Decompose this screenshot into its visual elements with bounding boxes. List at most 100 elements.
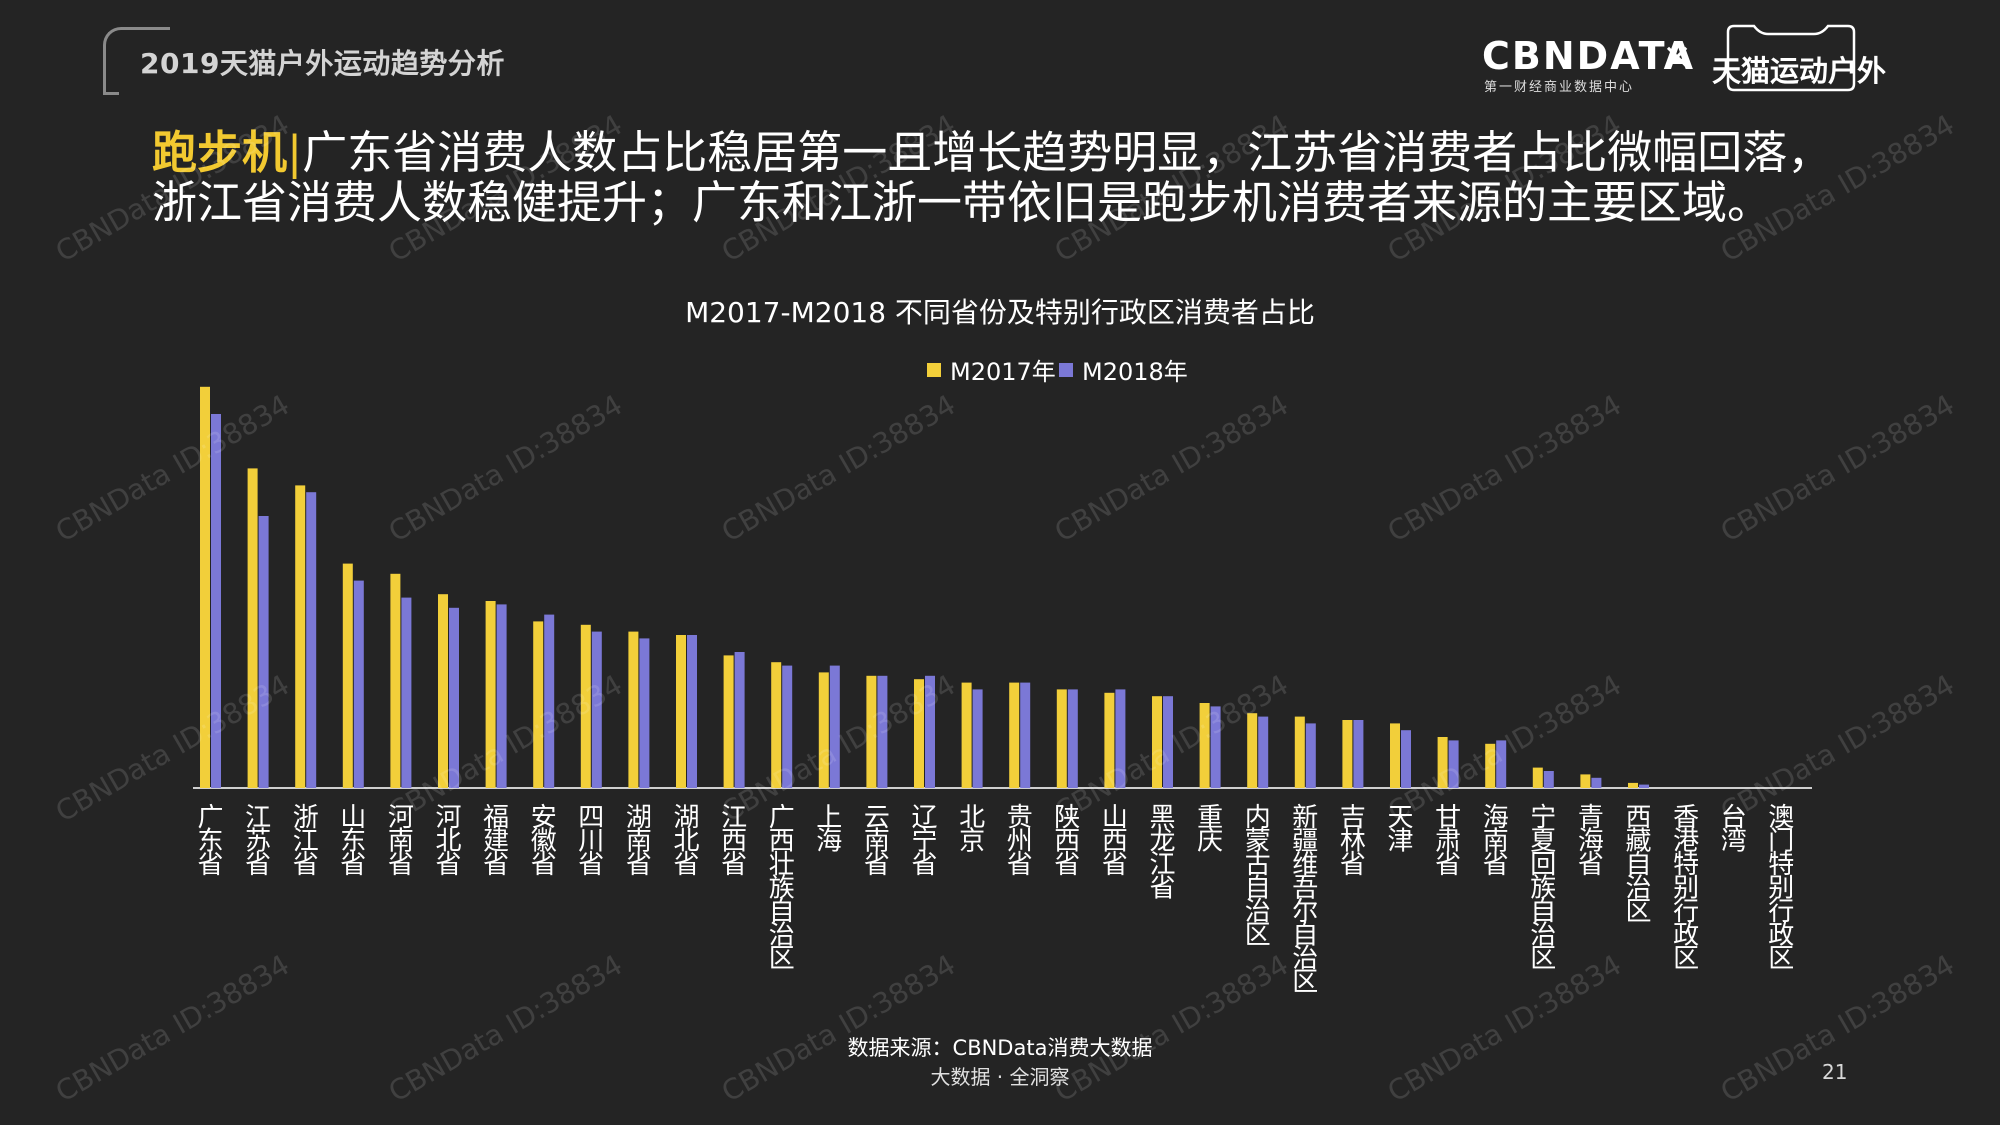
bar-2018	[306, 492, 317, 788]
x-tick-labels: 广东省江苏省浙江省山东省河南省河北省福建省安徽省四川省湖南省湖北省江西省广西壮族…	[197, 803, 1794, 998]
x-tick-label: 江苏省	[245, 803, 271, 880]
times-icon: ×	[1662, 36, 1693, 77]
bar-2018	[1448, 740, 1459, 788]
chart-legend: M2017年 M2018年	[927, 358, 1188, 386]
x-tick-label: 重庆	[1197, 803, 1223, 857]
bar-2018	[1543, 771, 1554, 788]
bar-2018	[734, 652, 745, 788]
x-tick-label: 青海省	[1578, 803, 1604, 880]
x-tick-label: 辽宁省	[911, 803, 937, 880]
x-tick-label: 台湾	[1721, 803, 1747, 857]
report-title: 2019天猫户外运动趋势分析	[140, 47, 505, 80]
bar-2018	[1258, 716, 1269, 788]
bar-2018	[972, 689, 983, 788]
x-tick-label: 海南省	[1483, 803, 1509, 880]
x-tick-label: 陕西省	[1054, 803, 1080, 880]
x-tick-label: 山东省	[340, 803, 366, 880]
x-tick-label: 广西壮族自治区	[769, 803, 795, 974]
bar-2017	[1294, 716, 1305, 788]
bar-2017	[914, 679, 924, 788]
bar-2017	[342, 563, 353, 788]
chart-title: M2017-M2018 不同省份及特别行政区消费者占比	[685, 296, 1315, 329]
bars-group	[200, 386, 1649, 788]
bar-2017	[1628, 782, 1638, 788]
bar-2018	[1115, 689, 1126, 788]
bar-2018	[1639, 784, 1649, 788]
cbndata-logo-subtitle: 第一财经商业数据中心	[1484, 80, 1635, 95]
x-tick-label: 福建省	[483, 803, 509, 880]
bar-2017	[438, 594, 448, 788]
x-tick-label: 西藏自治区	[1625, 803, 1651, 927]
bar-2018	[401, 597, 412, 788]
bar-2017	[1342, 720, 1353, 788]
bar-2017	[1247, 713, 1258, 788]
legend-swatch-2018	[1059, 363, 1073, 377]
x-tick-label: 澳门特别行政区	[1768, 803, 1794, 974]
x-tick-label: 甘肃省	[1435, 803, 1461, 880]
bar-2017	[818, 672, 829, 788]
x-tick-label: 云南省	[864, 803, 890, 880]
bar-2017	[390, 573, 401, 788]
cbndata-logo: CBNDATA	[1482, 34, 1696, 78]
x-tick-label: 江西省	[721, 803, 747, 880]
bar-2018	[449, 607, 459, 788]
x-tick-label: 山西省	[1102, 803, 1128, 880]
bar-2018	[1353, 720, 1364, 788]
bar-2018	[639, 638, 650, 788]
x-tick-label: 四川省	[578, 803, 604, 880]
bar-2017	[676, 635, 686, 788]
bar-2017	[1199, 703, 1210, 788]
bar-2017	[723, 655, 734, 788]
bar-2017	[1390, 723, 1400, 788]
bar-2018	[353, 580, 364, 788]
bar-2018	[1591, 777, 1602, 788]
bar-2018	[1210, 706, 1221, 788]
x-tick-label: 浙江省	[293, 803, 319, 880]
bar-2017	[866, 675, 877, 788]
x-tick-label: 吉林省	[1340, 803, 1366, 880]
bar-2017	[1009, 682, 1020, 788]
x-tick-label: 广东省	[197, 803, 223, 880]
headline: 跑步机|广东省消费人数占比稳居第一且增长趋势明显，江苏省消费者占比微幅回落，浙江…	[152, 128, 1872, 228]
bar-2018	[1067, 689, 1078, 788]
bar-2017	[628, 631, 639, 788]
bar-2018	[829, 665, 840, 788]
bar-2018	[258, 516, 269, 788]
corner-bracket-decoration	[103, 27, 170, 95]
bar-2017	[485, 601, 496, 788]
x-tick-label: 宁夏回族自治区	[1530, 803, 1556, 974]
x-tick-label: 香港特别行政区	[1673, 803, 1699, 974]
headline-text: 广东省消费人数占比稳居第一且增长趋势明显，江苏省消费者占比微幅回落，浙江省消费人…	[152, 126, 1833, 229]
bar-2017	[533, 621, 544, 788]
legend-label-2017: M2017年	[950, 358, 1056, 386]
bar-2018	[1496, 740, 1507, 788]
bar-2018	[211, 414, 221, 788]
bar-2017	[1152, 696, 1162, 788]
bar-2017	[1056, 689, 1067, 788]
data-source-note: 数据来源：CBNData消费大数据	[847, 1036, 1153, 1060]
x-tick-label: 河北省	[435, 803, 461, 880]
x-tick-label: 安徽省	[531, 803, 557, 880]
tmall-logo-text: 天猫运动户外	[1712, 54, 1887, 88]
headline-separator: |	[287, 126, 303, 179]
x-tick-label: 新疆维吾尔自治区	[1292, 803, 1318, 998]
bar-2017	[580, 624, 591, 788]
bar-2017	[771, 662, 782, 788]
legend-label-2018: M2018年	[1082, 358, 1188, 386]
bar-2018	[877, 675, 888, 788]
bar-2018	[1020, 682, 1031, 788]
x-tick-label: 北京	[959, 803, 985, 857]
bar-2018	[1401, 730, 1411, 788]
x-tick-label: 天津	[1387, 803, 1413, 857]
bar-2018	[544, 614, 555, 788]
bar-2017	[1104, 692, 1115, 788]
bar-2018	[1163, 696, 1173, 788]
bar-2017	[1485, 743, 1496, 788]
bar-2018	[591, 631, 602, 788]
bar-2017	[1532, 767, 1543, 788]
x-tick-label: 湖南省	[626, 803, 652, 880]
bar-2017	[247, 468, 258, 788]
page-number: 21	[1822, 1060, 1848, 1084]
bar-2017	[295, 485, 306, 788]
bar-2018	[782, 665, 793, 788]
